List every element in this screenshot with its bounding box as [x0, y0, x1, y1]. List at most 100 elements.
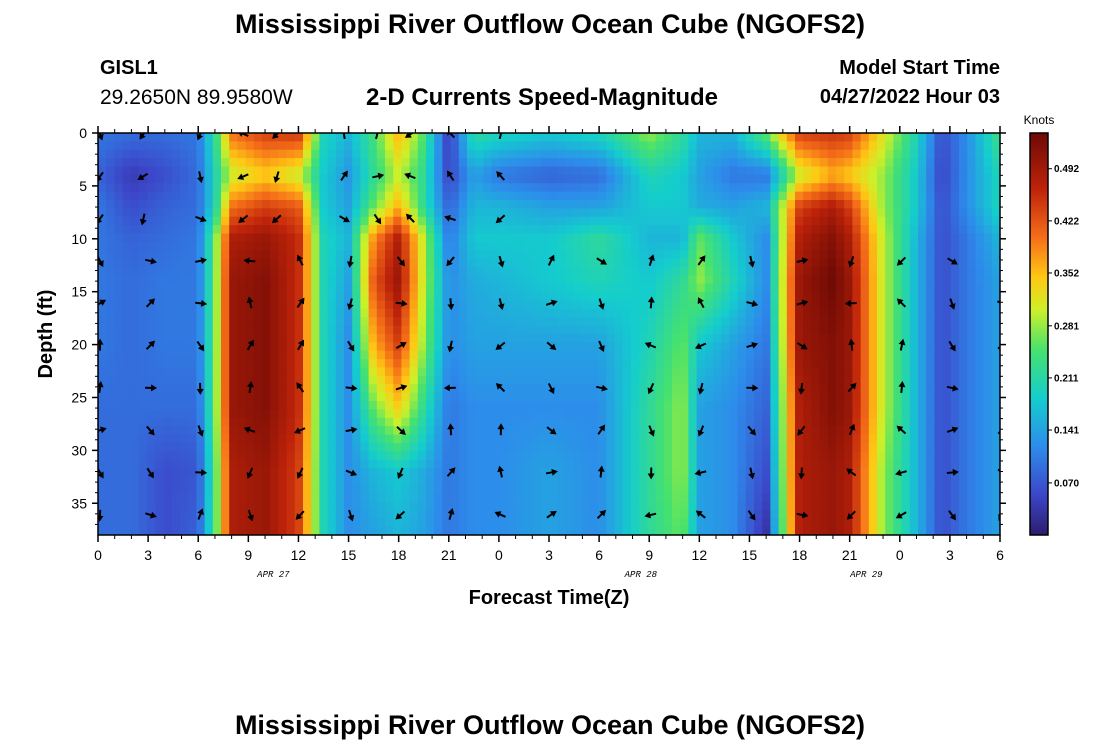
heatmap-cell: [819, 375, 829, 385]
heatmap-cell: [975, 342, 985, 352]
heatmap-cell: [360, 375, 370, 385]
heatmap-cell: [499, 133, 509, 142]
heatmap-cell: [229, 493, 238, 503]
heatmap-cell: [434, 267, 443, 276]
heatmap-cell: [688, 359, 698, 369]
heatmap-cell: [417, 409, 427, 419]
heatmap-cell: [393, 241, 402, 251]
heatmap-cell: [745, 401, 755, 410]
heatmap-cell: [795, 350, 804, 360]
heatmap-cell: [278, 359, 288, 369]
heatmap-cell: [713, 166, 722, 176]
heatmap-cell: [237, 426, 247, 436]
heatmap-cell: [893, 292, 903, 302]
heatmap-cell: [942, 434, 952, 444]
heatmap-cell: [483, 442, 493, 452]
heatmap-cell: [98, 317, 107, 327]
heatmap-cell: [901, 141, 911, 151]
heatmap-cell: [672, 342, 681, 352]
heatmap-cell: [401, 200, 411, 209]
heatmap-cell: [524, 501, 534, 511]
heatmap-cell: [811, 451, 821, 461]
heatmap-cell: [803, 183, 812, 193]
heatmap-cell: [237, 250, 247, 260]
heatmap-cell: [565, 384, 575, 394]
heatmap-cell: [262, 133, 271, 142]
heatmap-cell: [212, 401, 222, 410]
heatmap-cell: [532, 149, 542, 159]
heatmap-cell: [491, 426, 501, 436]
heatmap-cell: [335, 401, 345, 410]
heatmap-cell: [786, 334, 796, 343]
heatmap-cell: [221, 409, 230, 419]
heatmap-cell: [532, 300, 542, 310]
heatmap-cell: [737, 250, 747, 260]
heatmap-cell: [409, 384, 419, 394]
heatmap-cell: [565, 241, 575, 251]
heatmap-cell: [204, 158, 214, 168]
heatmap-cell: [212, 350, 222, 360]
heatmap-cell: [549, 166, 558, 176]
heatmap-cell: [836, 183, 845, 193]
heatmap-cell: [581, 191, 591, 201]
heatmap-cell: [639, 292, 648, 302]
heatmap-cell: [950, 233, 960, 243]
heatmap-cell: [401, 334, 411, 343]
heatmap-cell: [155, 158, 165, 168]
heatmap-cell: [499, 149, 509, 159]
heatmap-cell: [688, 250, 698, 260]
heatmap-cell: [278, 183, 288, 193]
heatmap-cell: [401, 501, 411, 511]
heatmap-cell: [795, 200, 804, 209]
heatmap-cell: [417, 359, 427, 369]
heatmap-cell: [106, 367, 115, 377]
heatmap-cell: [426, 267, 435, 276]
heatmap-cell: [827, 158, 837, 168]
heatmap-cell: [393, 283, 402, 293]
heatmap-cell: [983, 384, 993, 394]
heatmap-cell: [959, 200, 968, 209]
heatmap-cell: [376, 183, 386, 193]
heatmap-cell: [729, 459, 739, 469]
heatmap-cell: [844, 183, 853, 193]
heatmap-cell: [647, 442, 657, 452]
heatmap-cell: [991, 200, 1000, 209]
heatmap-cell: [204, 384, 214, 394]
heatmap-cell: [147, 317, 156, 327]
heatmap-cell: [147, 216, 156, 226]
heatmap-cell: [475, 442, 484, 452]
heatmap-cell: [647, 149, 657, 159]
heatmap-cell: [557, 484, 566, 494]
heatmap-cell: [704, 501, 714, 511]
heatmap-cell: [401, 267, 411, 276]
heatmap-cell: [385, 325, 394, 335]
heatmap-cell: [655, 283, 665, 293]
heatmap-cell: [98, 442, 107, 452]
heatmap-cell: [229, 208, 238, 218]
heatmap-cell: [885, 300, 894, 310]
heatmap-cell: [991, 417, 1000, 427]
heatmap-cell: [426, 216, 435, 226]
heatmap-cell: [450, 392, 460, 402]
heatmap-cell: [713, 191, 722, 201]
heatmap-cell: [778, 468, 788, 477]
heatmap-cell: [909, 241, 919, 251]
heatmap-cell: [688, 426, 698, 436]
heatmap-cell: [327, 191, 337, 201]
heatmap-cell: [540, 459, 550, 469]
heatmap-cell: [778, 342, 788, 352]
heatmap-cell: [442, 325, 452, 335]
heatmap-cell: [762, 258, 771, 268]
heatmap-cell: [680, 141, 689, 151]
heatmap-cell: [549, 133, 558, 142]
heatmap-cell: [155, 334, 165, 343]
heatmap-cell: [590, 233, 599, 243]
heatmap-cell: [434, 158, 443, 168]
heatmap-cell: [327, 267, 337, 276]
heatmap-cell: [98, 392, 107, 402]
heatmap-cell: [688, 442, 698, 452]
heatmap-cell: [319, 392, 329, 402]
heatmap-cell: [778, 417, 788, 427]
heatmap-cell: [303, 158, 312, 168]
heatmap-cell: [795, 409, 804, 419]
